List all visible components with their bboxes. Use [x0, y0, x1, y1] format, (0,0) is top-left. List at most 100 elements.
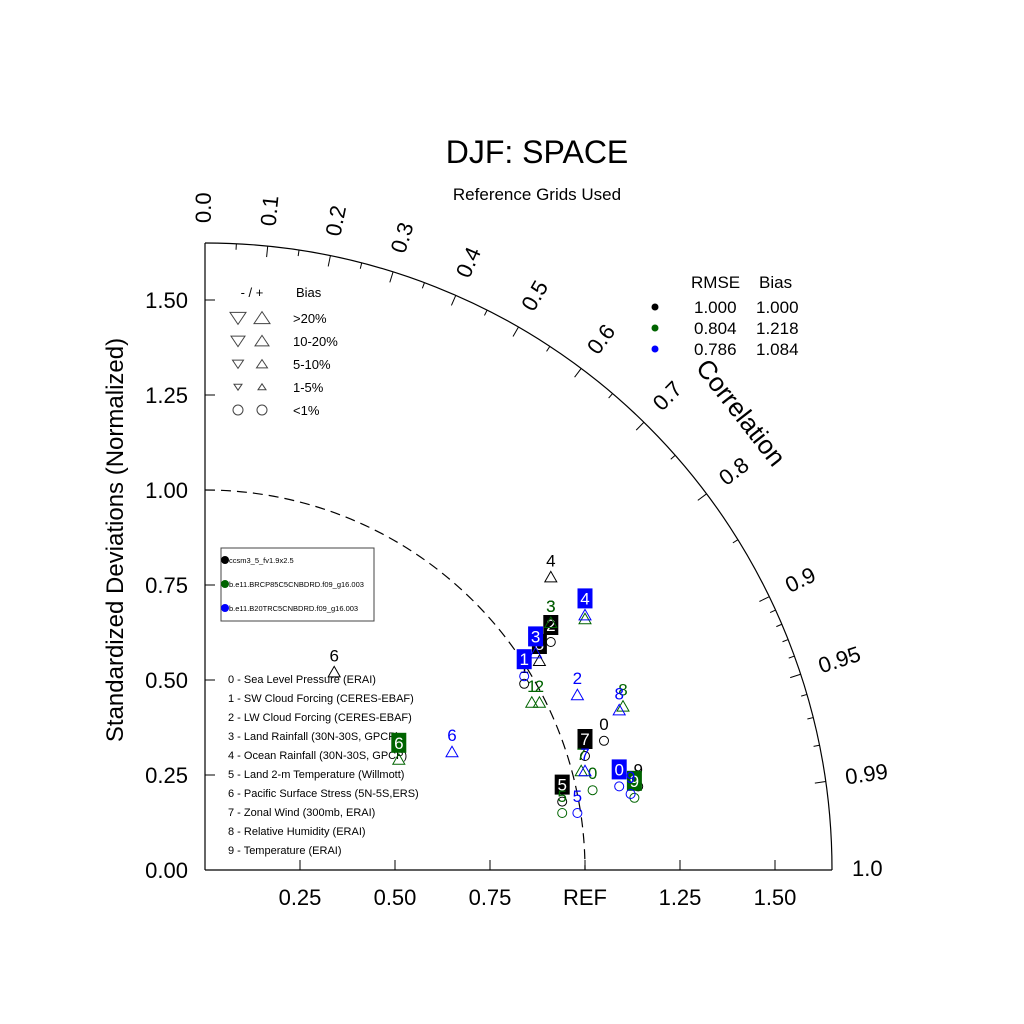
correlation-minor-tick [359, 262, 363, 269]
data-point-label: 5 [557, 776, 566, 795]
bias-legend-row-label: <1% [293, 403, 320, 418]
correlation-major-tick [814, 781, 826, 784]
variable-legend-entry: 4 - Ocean Rainfall (30N-30S, GPCP) [228, 750, 407, 762]
data-point-marker [572, 808, 583, 818]
chart-subtitle: Reference Grids Used [453, 185, 621, 204]
data-point-label: 8 [618, 681, 627, 700]
up-triangle-icon [253, 310, 271, 325]
data-point-marker [578, 764, 592, 777]
data-point: 3 [528, 626, 544, 659]
correlation-major-tick [450, 295, 457, 306]
correlation-tick-label: 0.0 [191, 192, 216, 223]
data-point: 6 [327, 646, 342, 678]
correlation-tick-label: 0.4 [451, 243, 486, 281]
data-point-label: 0 [588, 764, 597, 783]
data-point-label-box [391, 732, 407, 753]
data-point-label-box [577, 588, 593, 609]
chart-title: DJF: SPACE [446, 134, 629, 170]
stats-color-dot-icon [651, 324, 659, 332]
bias-legend-sign-header: - / + [241, 285, 264, 300]
data-point-marker [557, 808, 568, 818]
x-tick-label: 0.75 [469, 885, 512, 910]
data-point-label: 0 [614, 760, 623, 779]
case-color-dot-icon [221, 604, 229, 612]
data-point-label: 3 [546, 597, 555, 616]
variable-legend-entry: 9 - Temperature (ERAI) [228, 845, 342, 857]
case-legend-label: b.e11.BRCP85C5CNBDRD.f09_g16.003 [229, 580, 364, 589]
data-point-label: 4 [546, 551, 555, 570]
data-point-label: 4 [580, 589, 589, 608]
correlation-tick-label: 0.7 [648, 376, 687, 415]
data-point-label: 0 [599, 715, 608, 734]
data-point: 0 [611, 759, 627, 792]
correlation-minor-tick [297, 250, 300, 257]
data-point: 6 [445, 726, 459, 758]
correlation-minor-tick [807, 717, 814, 720]
correlation-major-tick [574, 368, 582, 378]
stats-bias-value: 1.000 [756, 298, 799, 317]
data-point-label: 9 [633, 760, 642, 779]
data-point: 4 [543, 551, 558, 583]
down-triangle-icon [233, 383, 243, 392]
case-color-dot-icon [221, 556, 229, 564]
correlation-major-tick [327, 255, 331, 267]
y-tick-label: 1.50 [145, 288, 188, 313]
correlation-tick-label: 0.8 [714, 452, 753, 490]
data-point-marker [543, 615, 558, 628]
data-point: 4 [577, 588, 593, 621]
variable-legend-entry: 3 - Land Rainfall (30N-30S, GPCP) [228, 731, 399, 743]
case-legend-label: ccsm3_5_fv1.9x2.5 [229, 556, 294, 565]
stats-rmse-value: 1.000 [694, 298, 737, 317]
y-tick-label: 0.25 [145, 763, 188, 788]
data-point-label: 6 [394, 734, 403, 753]
data-point: 2 [570, 669, 585, 701]
correlation-minor-tick [484, 309, 488, 316]
data-point: 6 [391, 732, 407, 765]
data-point: 0 [587, 764, 598, 796]
data-point-label: 3 [531, 627, 540, 646]
data-point-marker [445, 745, 459, 758]
x-tick-label: 0.25 [279, 885, 322, 910]
y-tick-label: 0.00 [145, 858, 188, 883]
data-point-label: 6 [447, 726, 456, 745]
up-triangle-icon [257, 382, 267, 391]
case-color-dot-icon [221, 580, 229, 588]
variable-legend-entry: 0 - Sea Level Pressure (ERAI) [228, 674, 376, 686]
bias-legend-row-label: 5-10% [293, 357, 331, 372]
correlation-major-tick [635, 421, 645, 431]
stats-bias-header: Bias [759, 273, 792, 292]
data-point-label-box [577, 729, 593, 749]
data-point-label-box [543, 615, 559, 635]
circle-marker-icon [256, 404, 268, 416]
correlation-major-tick [790, 673, 801, 679]
data-point-label: 7 [580, 730, 589, 749]
variable-legend-entry: 7 - Zonal Wind (300mb, ERAI) [228, 807, 375, 819]
data-point-label: 7 [580, 745, 589, 764]
correlation-minor-tick [769, 609, 776, 613]
legend-layer: - / + Bias >20% 10-20% 5-10% 1-5% <1% RMSE Bias 1… [220, 273, 799, 857]
data-point-marker [519, 678, 530, 689]
case-legend-label: b.e11.B20TRC5CNBDRD.f09_g16.003 [229, 604, 358, 613]
data-point: 1 [524, 677, 539, 708]
correlation-major-tick [697, 493, 707, 501]
data-point: 3 [543, 597, 558, 628]
reference-std-arc [204, 489, 586, 871]
data-point: 5 [554, 774, 570, 807]
data-point-marker [543, 570, 558, 583]
data-point-marker [629, 792, 640, 803]
variable-legend-entry: 2 - LW Cloud Forcing (CERES-EBAF) [228, 712, 412, 724]
data-point-label: 3 [546, 597, 555, 616]
down-triangle-icon [230, 335, 246, 348]
data-point-label: 1 [519, 650, 528, 669]
stats-rmse-value: 0.786 [694, 340, 737, 359]
correlation-minor-tick [801, 693, 808, 697]
data-point-label: 2 [535, 677, 544, 696]
down-triangle-icon [229, 311, 247, 326]
stats-bias-value: 1.218 [756, 319, 799, 338]
data-point-label: 5 [557, 787, 566, 806]
data-point: 9 [625, 768, 636, 799]
data-point-label: 5 [573, 787, 582, 806]
data-point-label-box [528, 626, 544, 647]
correlation-minor-tick [546, 346, 551, 352]
